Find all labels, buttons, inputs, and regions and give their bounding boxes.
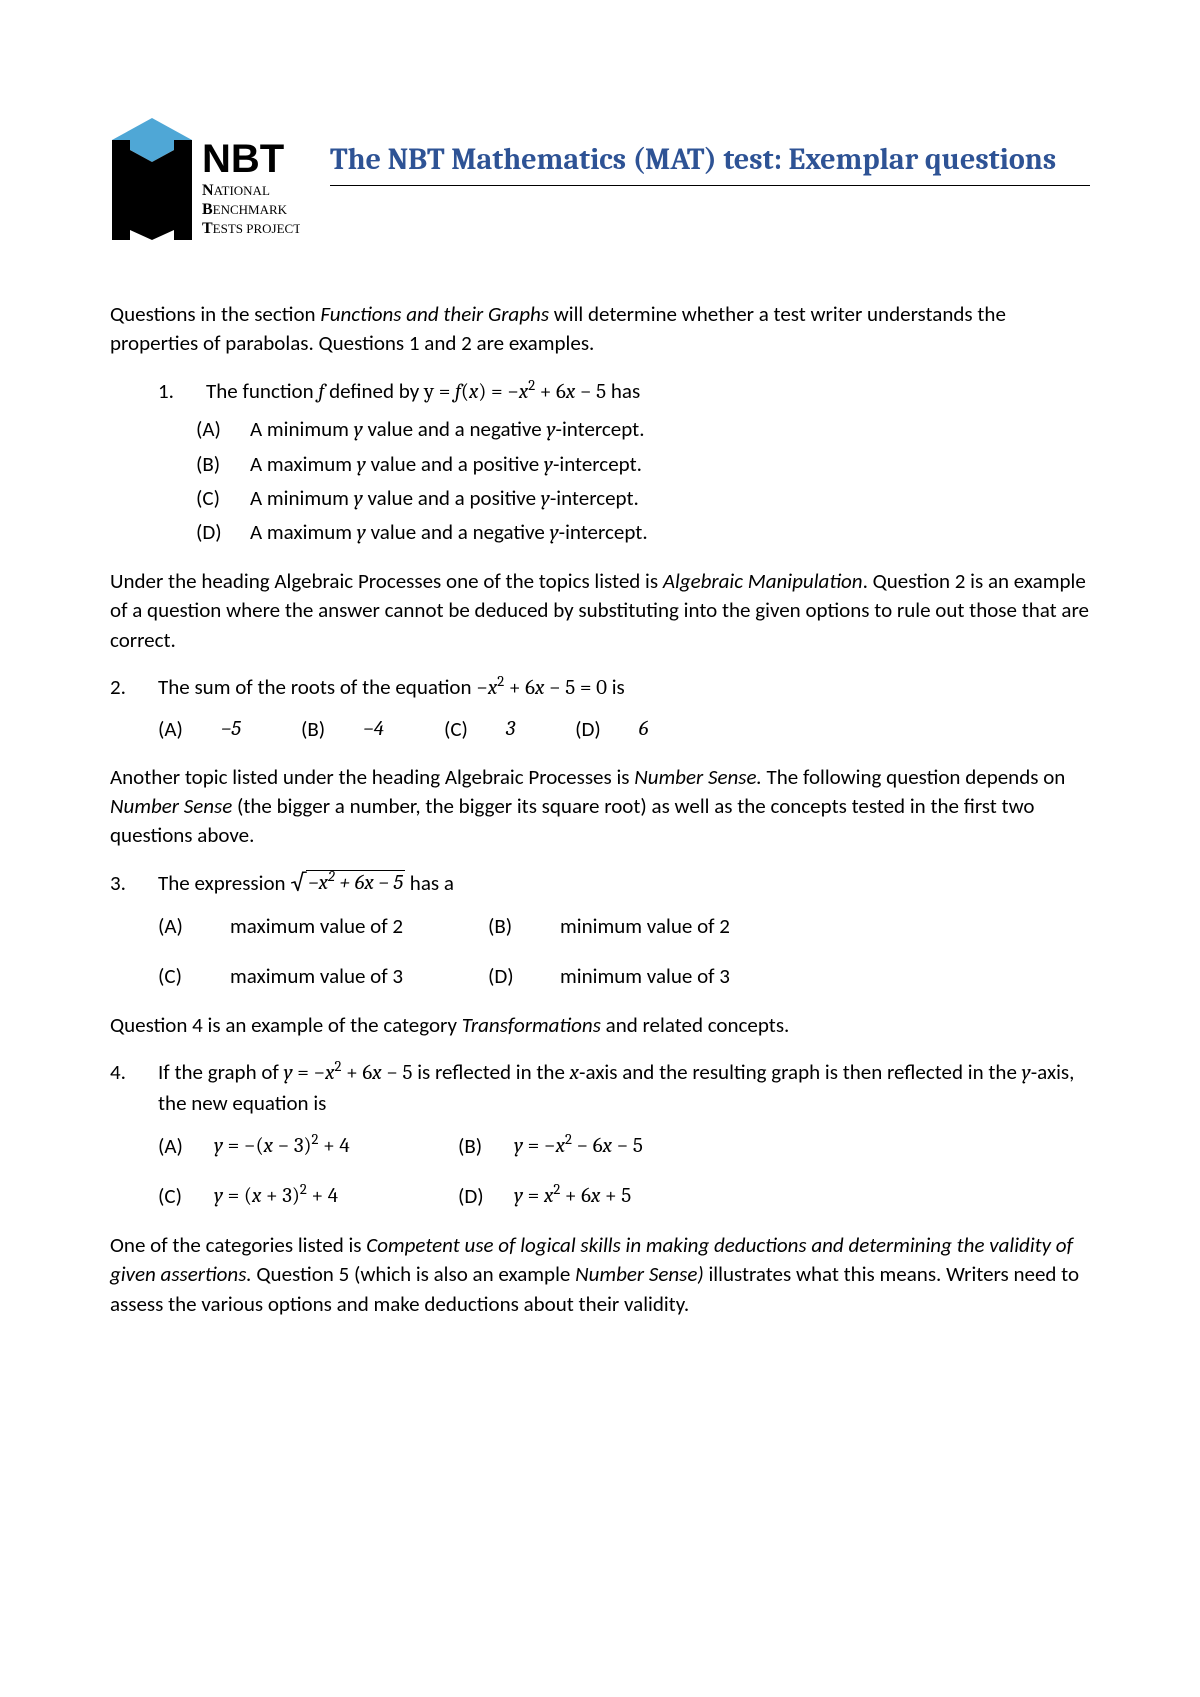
option-d: (D)minimum value of 3 [488, 962, 818, 991]
text-italic: Functions and their Graphs [320, 301, 549, 327]
nbt-logo: NBT NATIONAL BENCHMARK TESTS PROJECT [110, 110, 300, 250]
option-d: (D)6 [575, 715, 648, 744]
option-a: (A)maximum value of 2 [158, 912, 488, 941]
question-2: 2. The sum of the roots of the equation … [110, 673, 1090, 745]
title-block: The NBT Mathematics (MAT) test: Exemplar… [330, 110, 1090, 186]
option-row: (A)−5 (B)−4 (C)3 (D)6 [158, 715, 1090, 744]
option-c: (C)3 [444, 715, 515, 744]
question-number: 3. [110, 869, 130, 898]
question-4: 4. If the graph of y = −x2 + 6x − 5 is r… [110, 1058, 1090, 1211]
question-stem: The function f defined by y = f(x) = −x2… [206, 377, 1090, 407]
option-grid: (A)maximum value of 2 (B)minimum value o… [158, 912, 1090, 991]
option-a: (A)A minimum y value and a negative y-in… [196, 415, 1090, 445]
question-stem: The expression √−x2 + 6x − 5 has a [158, 869, 1090, 898]
question-1: 1. The function f defined by y = f(x) = … [110, 377, 1090, 549]
nbt-logo-icon: NBT NATIONAL BENCHMARK TESTS PROJECT [110, 110, 300, 250]
option-a: (A)y = −(x − 3)2 + 4 [158, 1132, 458, 1161]
paragraph-3: Another topic listed under the heading A… [110, 763, 1090, 851]
option-b: (B)A maximum y value and a positive y-in… [196, 450, 1090, 480]
question-number: 1. [158, 377, 178, 407]
paragraph-2: Under the heading Algebraic Processes on… [110, 567, 1090, 655]
svg-text:NBT: NBT [202, 137, 284, 181]
option-grid: (A)y = −(x − 3)2 + 4 (B)y = −x2 − 6x − 5… [158, 1132, 1090, 1211]
sqrt-expression: √−x2 + 6x − 5 [290, 870, 405, 896]
option-d: (D)y = x2 + 6x + 5 [458, 1182, 758, 1211]
option-b: (B)y = −x2 − 6x − 5 [458, 1132, 758, 1161]
option-d: (D)A maximum y value and a negative y-in… [196, 518, 1090, 548]
question-number: 4. [110, 1058, 130, 1118]
svg-text:NATIONAL: NATIONAL [202, 182, 270, 199]
option-c: (C)y = (x + 3)2 + 4 [158, 1182, 458, 1211]
svg-text:TESTS PROJECT: TESTS PROJECT [202, 220, 300, 237]
question-number: 2. [110, 673, 130, 703]
question-stem: If the graph of y = −x2 + 6x − 5 is refl… [158, 1058, 1090, 1118]
question-stem: The sum of the roots of the equation −x2… [158, 673, 1090, 703]
document-header: NBT NATIONAL BENCHMARK TESTS PROJECT The… [110, 110, 1090, 250]
option-c: (C)maximum value of 3 [158, 962, 488, 991]
option-c: (C)A minimum y value and a positive y-in… [196, 484, 1090, 514]
document-title: The NBT Mathematics (MAT) test: Exemplar… [330, 140, 1090, 186]
paragraph-4: Question 4 is an example of the category… [110, 1011, 1090, 1040]
text: Questions in the section [110, 301, 320, 327]
option-list: (A)A minimum y value and a negative y-in… [196, 415, 1090, 549]
option-b: (B)minimum value of 2 [488, 912, 818, 941]
paragraph-5: One of the categories listed is Competen… [110, 1231, 1090, 1319]
option-a: (A)−5 [158, 715, 241, 744]
intro-paragraph: Questions in the section Functions and t… [110, 300, 1090, 359]
option-b: (B)−4 [301, 715, 384, 744]
svg-text:BENCHMARK: BENCHMARK [202, 201, 288, 218]
question-3: 3. The expression √−x2 + 6x − 5 has a (A… [110, 869, 1090, 991]
